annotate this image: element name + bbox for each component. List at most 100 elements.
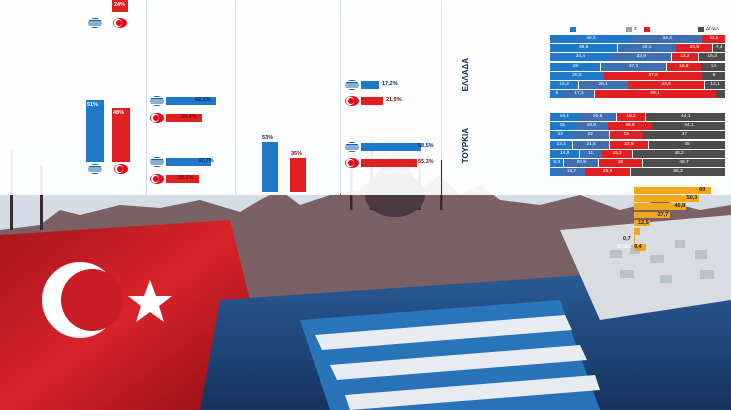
stacked-row: 29 37,3 19,8 14 bbox=[476, 62, 728, 72]
stacked-segment: 49,7 bbox=[642, 159, 726, 167]
stacked-row: 8,3 20,9 26 49,7 bbox=[476, 159, 728, 168]
stacked-chart-turkey: 16,1 20,6 16,2 44,1 15 19,8 26,6 44,1 12 22 19 47 13… bbox=[476, 113, 728, 179]
stacked-segment: 16,1 bbox=[550, 113, 579, 121]
stacked-segment: 38,5 bbox=[550, 44, 618, 53]
stacked-segment: 20,6 bbox=[579, 113, 617, 121]
col2-q2-value-gr: 37,7% bbox=[198, 158, 214, 164]
orange-bar-value: 9,4 bbox=[634, 244, 642, 251]
col4-q1-value-tr: 21,9% bbox=[386, 97, 402, 103]
stacked-segment: 46,2 bbox=[632, 149, 726, 158]
stacked-segment: 14 bbox=[701, 62, 726, 71]
orange-bar-value: 0,7 bbox=[623, 236, 631, 243]
legend-swatch-3 bbox=[644, 27, 650, 32]
stacked-segment: 34,3 bbox=[632, 35, 702, 43]
stacked-segment: 20,8 bbox=[676, 44, 713, 53]
col2-q1-value-tr: 30,4% bbox=[181, 114, 197, 120]
turkish-flag-icon bbox=[113, 18, 127, 28]
stacked-row: 15 19,8 26,6 44,1 bbox=[476, 122, 728, 131]
stacked-segment: 15,2 bbox=[602, 149, 633, 158]
stacked-row: 20,8 37,6 9 bbox=[476, 71, 728, 81]
col2-q1-bar-gr bbox=[166, 97, 216, 105]
orange-bar bbox=[634, 211, 670, 219]
orange-bar-value: 60 bbox=[699, 187, 706, 193]
stacked-segment: 37,3 bbox=[600, 62, 667, 71]
greek-flag-icon bbox=[345, 80, 359, 90]
stacked-row: 12 22 19 47 bbox=[476, 131, 728, 140]
stacked-segment: 28,1 bbox=[578, 81, 628, 89]
col4-q2-bar-tr bbox=[361, 159, 417, 167]
group-label-turkey: ΤΟΥΡΚΙΑ bbox=[461, 128, 470, 164]
stacked-segment: 33,1 bbox=[617, 44, 676, 53]
panel-column-3 bbox=[236, 0, 340, 195]
stacked-segment: 34,4 bbox=[550, 53, 611, 62]
orange-bar bbox=[634, 187, 712, 194]
stacked-row: 40,3 34,3 11,5 bbox=[476, 35, 728, 44]
col4-q1-value-gr: 17,2% bbox=[382, 81, 398, 87]
legend-swatch-4 bbox=[698, 27, 704, 32]
stacked-segment: 47 bbox=[643, 131, 726, 140]
panel-column-1 bbox=[0, 0, 146, 195]
stacked-segment: 14,8 bbox=[550, 149, 580, 158]
orange-bar bbox=[634, 244, 647, 251]
stacked-segment: 12,1 bbox=[704, 81, 726, 89]
col2-q1-bar-tr bbox=[166, 114, 202, 122]
greek-flag-icon bbox=[88, 164, 102, 174]
col4-q2-value-tr: 55,3% bbox=[418, 159, 434, 165]
stacked-segment: 8,3 bbox=[550, 159, 564, 167]
stacked-segment: 69,1 bbox=[594, 90, 716, 99]
stacked-row: 8 17,3 69,1 bbox=[476, 90, 728, 99]
orange-bar-value: 12,5 bbox=[638, 219, 649, 226]
col1-value-gr: 51% bbox=[87, 102, 99, 108]
col4-q1-bar-tr bbox=[361, 97, 383, 105]
stacked-segment: 33,9 bbox=[611, 53, 672, 62]
stacked-segment: 9 bbox=[702, 71, 726, 80]
stacked-segment: 22 bbox=[571, 131, 610, 140]
stacked-segment: 8 bbox=[550, 90, 564, 99]
stacked-segment bbox=[550, 168, 558, 177]
stacked-chart-greece: 40,3 34,3 11,5 38,5 33,1 20,8 7,4 34,4 33,9 15,2 1… bbox=[476, 35, 728, 101]
greek-town bbox=[560, 215, 731, 320]
greek-flag-icon bbox=[345, 142, 359, 152]
stacked-segment: 15,3 bbox=[698, 53, 726, 62]
turkish-flag-icon bbox=[114, 164, 128, 174]
turkish-flag-icon bbox=[150, 113, 164, 123]
stacked-segment: 12 bbox=[550, 131, 571, 140]
stacked-segment: 19,8 bbox=[575, 122, 608, 131]
turkish-flag-icon bbox=[150, 174, 164, 184]
stacked-segment: 15,7 bbox=[558, 168, 585, 177]
stacked-segment: 11,5 bbox=[702, 35, 726, 43]
stacked-segment: 21,5 bbox=[572, 140, 610, 149]
stacked-row: 13,3 21,5 22,5 45 bbox=[476, 140, 728, 150]
stacked-segment: 43,5 bbox=[628, 81, 705, 89]
col3-bar-gr bbox=[262, 142, 278, 192]
orange-bar bbox=[634, 195, 699, 202]
orange-bar-chart: 60 50,3 40,8 27,7 12,5 0,7 ΔΓ/ΔΑ 9,4 bbox=[596, 186, 728, 252]
stacked-segment: 15 bbox=[550, 122, 575, 131]
stacked-segment: 29 bbox=[550, 62, 601, 71]
stacked-segment: 40,3 bbox=[550, 35, 632, 43]
stacked-row: 14,8 11 15,2 46,2 bbox=[476, 149, 728, 159]
orange-bar-value: 40,8 bbox=[674, 203, 686, 210]
greek-flag-icon bbox=[150, 96, 164, 106]
col5-legend: 3 ΔΓ/ΔΑ bbox=[560, 26, 728, 34]
stacked-segment: 11 bbox=[579, 149, 602, 158]
orange-bar-label: ΔΓ/ΔΑ bbox=[616, 244, 631, 251]
orange-bar bbox=[634, 236, 635, 243]
stacked-segment: 13,3 bbox=[550, 140, 573, 149]
col3-bar-tr bbox=[290, 158, 306, 192]
col1-top-bar-tr bbox=[112, 0, 128, 12]
col1-value-tr: 48% bbox=[113, 110, 125, 116]
stacked-segment bbox=[716, 90, 726, 99]
orange-bar bbox=[634, 219, 651, 227]
stacked-segment: 44,1 bbox=[645, 113, 726, 121]
col1-bar-gr bbox=[86, 100, 104, 162]
col1-top-value-tr: 24% bbox=[114, 2, 126, 8]
legend-swatch-1 bbox=[570, 27, 576, 32]
stacked-segment: 16,2 bbox=[616, 113, 646, 121]
col3-value-gr: 53% bbox=[262, 135, 274, 141]
greek-flag-area bbox=[300, 300, 600, 410]
col4-q2-value-gr: 58,5% bbox=[418, 143, 434, 149]
col3-value-tr: 35% bbox=[291, 151, 303, 157]
stacked-segment: 15,2 bbox=[671, 53, 699, 62]
orange-bar-value: 50,3 bbox=[686, 195, 698, 202]
